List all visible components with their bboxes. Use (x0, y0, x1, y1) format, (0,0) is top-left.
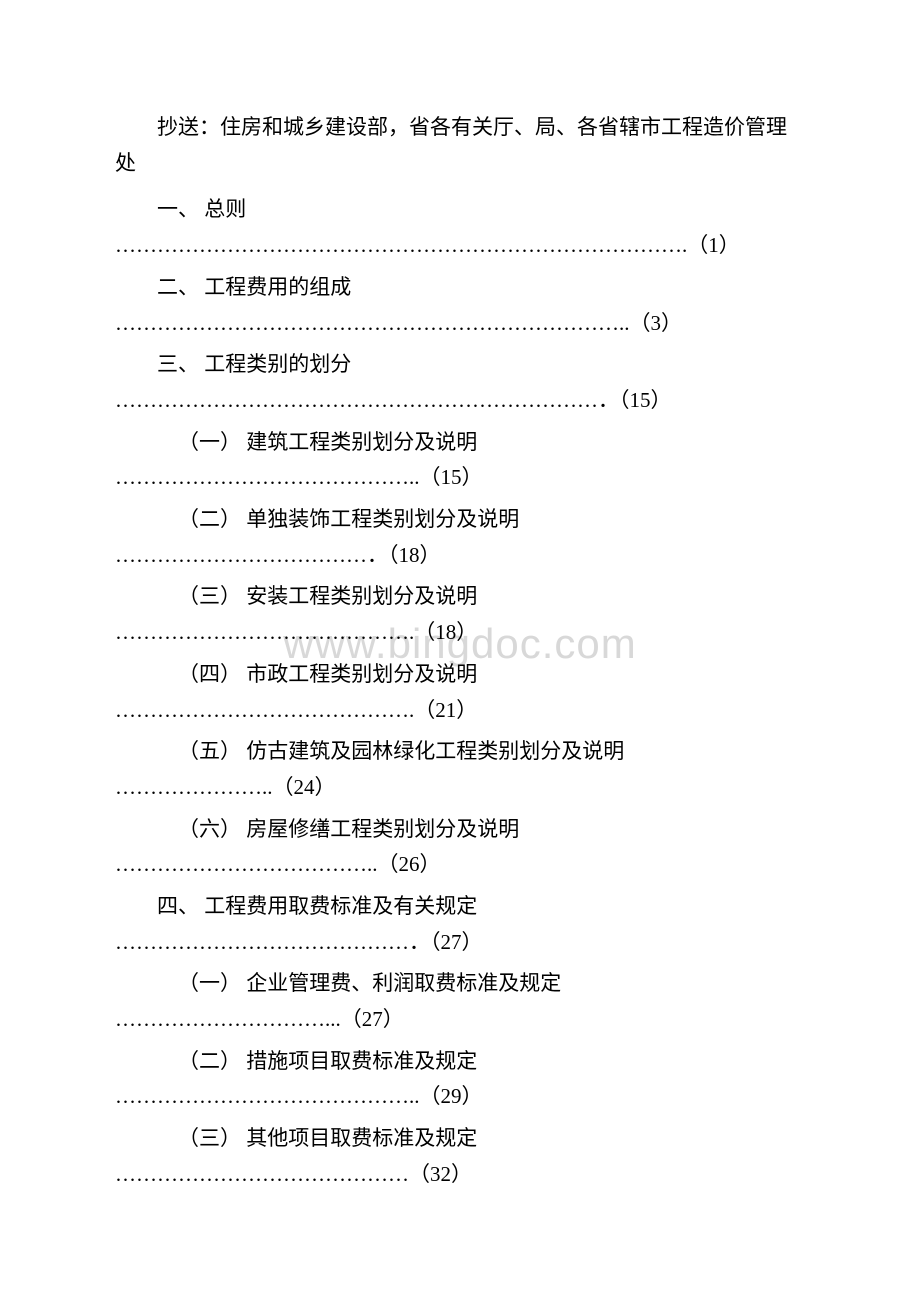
toc-dots-line: …………………..（24） (115, 771, 805, 805)
toc-dots: …………………………………….. (115, 465, 420, 489)
toc-page: （27） (341, 1007, 404, 1031)
toc-page: （26） (378, 852, 441, 876)
toc-dots: ……………………………………………………………….. (115, 311, 630, 335)
toc-dots: ………………………………． (115, 543, 388, 567)
toc-dots-line: ………………………………..（26） (115, 848, 805, 882)
toc-sub-title: （三） 安装工程类别划分及说明 (115, 578, 805, 616)
toc-dots-line: ……………………………………………………………………….（1） (115, 229, 805, 263)
toc-entry: （二） 措施项目取费标准及规定 ……………………………………..（29） (115, 1043, 805, 1114)
toc-dots: ……………………………………………………………． (115, 388, 619, 412)
toc-sub-title: （二） 单独装饰工程类别划分及说明 (115, 501, 805, 539)
toc-entry: 三、 工程类别的划分 ……………………………………………………………．（15） (115, 346, 805, 417)
document-content: 抄送：住房和城乡建设部，省各有关厅、局、各省辖市工程造价管理处 一、 总则 ……… (115, 110, 805, 1191)
toc-sub-title: （一） 建筑工程类别划分及说明 (115, 424, 805, 462)
toc-page: （18） (388, 543, 441, 567)
toc-dots: …………………………………….. (115, 1084, 420, 1108)
toc-page: （32） (409, 1162, 472, 1186)
toc-entry: （一） 企业管理费、利润取费标准及规定 …………………………...（27） (115, 965, 805, 1036)
toc-dots: ……………………………………. (115, 620, 414, 644)
toc-page: （15） (420, 465, 483, 489)
toc-sub-title: （一） 企业管理费、利润取费标准及规定 (115, 965, 805, 1003)
toc-entry: （三） 其他项目取费标准及规定 ……………………………………（32） (115, 1120, 805, 1191)
toc-dots-line: ………………………………………………………………..（3） (115, 307, 805, 341)
toc-entry: 二、 工程费用的组成 ………………………………………………………………..（3） (115, 269, 805, 340)
toc-sub-title: （三） 其他项目取费标准及规定 (115, 1120, 805, 1158)
toc-entry: （四） 市政工程类别划分及说明 …………………………………….（21） (115, 656, 805, 727)
toc-dots: ………………………………………………………………………. (115, 233, 687, 257)
toc-dots-line: …………………………...（27） (115, 1003, 805, 1037)
toc-sub-title: （二） 措施项目取费标准及规定 (115, 1043, 805, 1081)
toc-page: （24） (273, 775, 336, 799)
toc-dots-line: ……………………………………..（29） (115, 1080, 805, 1114)
toc-entry: 一、 总则 ……………………………………………………………………….（1） (115, 191, 805, 262)
toc-dots: ………………….. (115, 775, 273, 799)
toc-dots-line: …………………………………….（18） (115, 616, 805, 650)
toc-dots-line: ……………………………………．（27） (115, 926, 805, 960)
toc-dots-line: …………………………………….（21） (115, 694, 805, 728)
toc-dots: ……………………………….. (115, 852, 378, 876)
toc-title: 二、 工程费用的组成 (115, 269, 805, 307)
toc-title: 一、 总则 (115, 191, 805, 229)
toc-dots: ……………………………………． (115, 930, 430, 954)
toc-entry: （六） 房屋修缮工程类别划分及说明 ………………………………..（26） (115, 811, 805, 882)
toc-page: （21） (414, 698, 477, 722)
toc-entry: （五） 仿古建筑及园林绿化工程类别划分及说明 …………………..（24） (115, 733, 805, 804)
toc-sub-title: （四） 市政工程类别划分及说明 (115, 656, 805, 694)
toc-entry: 四、 工程费用取费标准及有关规定 ……………………………………．（27） (115, 888, 805, 959)
toc-dots-line: ……………………………………（32） (115, 1158, 805, 1192)
toc-page: （27） (430, 930, 483, 954)
toc-page: （29） (420, 1084, 483, 1108)
toc-dots: ……………………………………. (115, 698, 414, 722)
toc-entry: （三） 安装工程类别划分及说明 …………………………………….（18） (115, 578, 805, 649)
toc-entry: （一） 建筑工程类别划分及说明 ……………………………………..（15） (115, 424, 805, 495)
toc-page: （15） (619, 388, 672, 412)
toc-dots-line: ………………………………．（18） (115, 539, 805, 573)
toc-page: （1） (687, 233, 740, 257)
toc-dots-line: ……………………………………………………………．（15） (115, 384, 805, 418)
toc-entry: （二） 单独装饰工程类别划分及说明 ………………………………．（18） (115, 501, 805, 572)
toc-dots-line: ……………………………………..（15） (115, 461, 805, 495)
toc-dots: …………………………………… (115, 1162, 409, 1186)
toc-title: 三、 工程类别的划分 (115, 346, 805, 384)
toc-page: （18） (414, 620, 477, 644)
toc-sub-title: （五） 仿古建筑及园林绿化工程类别划分及说明 (115, 733, 805, 771)
toc-page: （3） (630, 311, 683, 335)
toc-title: 四、 工程费用取费标准及有关规定 (115, 888, 805, 926)
header-cc-line: 抄送：住房和城乡建设部，省各有关厅、局、各省辖市工程造价管理处 (115, 110, 805, 181)
toc-sub-title: （六） 房屋修缮工程类别划分及说明 (115, 811, 805, 849)
toc-dots: …………………………... (115, 1007, 341, 1031)
